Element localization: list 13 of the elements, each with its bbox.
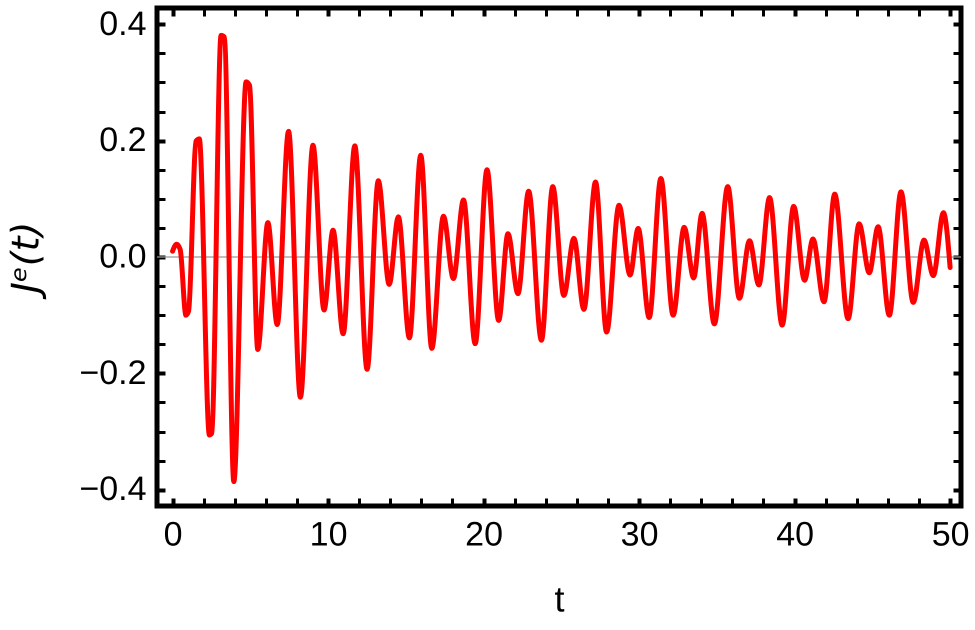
y-axis-title: Jᵉ(t) bbox=[4, 222, 48, 300]
x-tick-label: 50 bbox=[932, 516, 970, 554]
y-tick-label: −0.2 bbox=[79, 354, 146, 392]
y-tick-label: 0.0 bbox=[99, 238, 146, 276]
x-tick-label: 0 bbox=[164, 516, 183, 554]
y-tick-label: 0.4 bbox=[99, 4, 146, 43]
y-tick-label: 0.2 bbox=[99, 121, 146, 160]
x-tick-label: 20 bbox=[465, 516, 503, 554]
x-axis-title: t bbox=[554, 578, 565, 620]
x-tick-label: 40 bbox=[776, 516, 814, 554]
x-tick-label: 10 bbox=[310, 516, 348, 554]
y-tick-label: −0.4 bbox=[79, 470, 146, 508]
x-tick-label: 30 bbox=[620, 516, 659, 554]
